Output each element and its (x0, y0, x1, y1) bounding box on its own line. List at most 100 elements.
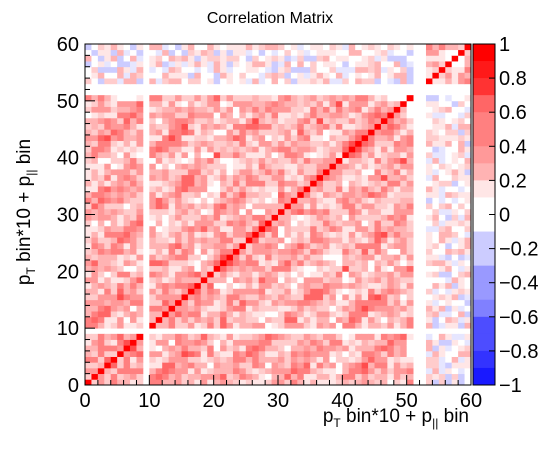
heatmap-cell (271, 61, 279, 68)
heatmap-cell (245, 117, 253, 124)
heatmap-cell (464, 242, 472, 249)
heatmap-cell (175, 356, 182, 363)
heatmap-cell (303, 66, 311, 73)
heatmap-cell (380, 191, 388, 198)
heatmap-cell (297, 271, 305, 278)
heatmap-cell (348, 373, 356, 380)
heatmap-cell (361, 44, 369, 51)
heatmap-cell (425, 271, 433, 278)
heatmap-cell (438, 151, 446, 159)
heatmap-cell (97, 339, 105, 346)
heatmap-cell (278, 225, 285, 232)
heatmap-cell (432, 265, 440, 272)
heatmap-cell (104, 203, 112, 210)
heatmap-cell (168, 169, 176, 176)
heatmap-cell (451, 350, 459, 357)
heatmap-cell (355, 157, 363, 164)
heatmap-cell (368, 55, 375, 62)
heatmap-cell (91, 367, 99, 375)
heatmap-cell (104, 117, 112, 124)
heatmap-cell (445, 129, 453, 136)
heatmap-cell (258, 197, 266, 204)
heatmap-cell (368, 282, 375, 289)
heatmap-cell (104, 146, 112, 153)
heatmap-cell (393, 191, 401, 198)
heatmap-cell (207, 333, 215, 340)
heatmap-cell (323, 316, 330, 323)
heatmap-cell (387, 169, 395, 176)
heatmap-cell (290, 208, 298, 215)
heatmap-cell (226, 379, 234, 386)
heatmap-cell (303, 220, 311, 227)
heatmap-cell (252, 248, 260, 255)
heatmap-cell (425, 288, 433, 295)
heatmap-cell (220, 322, 227, 329)
heatmap-cell (458, 305, 465, 312)
heatmap-cell (458, 311, 465, 318)
heatmap-cell (239, 203, 247, 210)
heatmap-cell (85, 339, 92, 346)
heatmap-cell (181, 271, 189, 278)
heatmap-cell (361, 157, 369, 164)
heatmap-cell (232, 254, 240, 261)
heatmap-cell (278, 242, 285, 249)
heatmap-cell (239, 231, 247, 238)
heatmap-cell (323, 379, 330, 386)
heatmap-cell (194, 129, 202, 136)
heatmap-cell (355, 146, 363, 153)
heatmap-cell (258, 191, 266, 198)
heatmap-cell (149, 140, 157, 147)
heatmap-cell (258, 186, 266, 193)
heatmap-cell (168, 367, 176, 375)
heatmap-cell (265, 350, 272, 357)
heatmap-cell (335, 231, 343, 238)
heatmap-cell (123, 322, 131, 329)
heatmap-cell (149, 169, 157, 176)
heatmap-cell (303, 106, 311, 113)
heatmap-cell (220, 254, 227, 261)
heatmap-cell (425, 242, 433, 249)
heatmap-cell (136, 356, 144, 363)
heatmap-cell (117, 169, 124, 176)
heatmap-cell (380, 106, 388, 113)
heatmap-cell (258, 203, 266, 210)
heatmap-cell (117, 208, 124, 215)
heatmap-cell (458, 208, 465, 215)
heatmap-cell (355, 305, 363, 312)
heatmap-cell (155, 140, 163, 147)
heatmap-cell (271, 277, 279, 284)
heatmap-cell (252, 379, 260, 386)
heatmap-cell (130, 356, 137, 363)
heatmap-cell (464, 44, 472, 51)
heatmap-cell (361, 49, 369, 56)
heatmap-cell (316, 174, 324, 181)
heatmap-cell (232, 163, 240, 170)
heatmap-cell (316, 191, 324, 198)
heatmap-cell (348, 151, 356, 159)
heatmap-cell (400, 140, 408, 147)
heatmap-cell (252, 373, 260, 380)
heatmap-cell (265, 231, 272, 238)
heatmap-cell (303, 78, 311, 85)
heatmap-cell (252, 203, 260, 210)
heatmap-cell (168, 186, 176, 193)
heatmap-cell (110, 316, 118, 323)
heatmap-cell (104, 208, 112, 215)
heatmap-cell (303, 112, 311, 119)
heatmap-cell (406, 373, 414, 380)
heatmap-cell (380, 322, 388, 329)
heatmap-cell (85, 373, 92, 380)
heatmap-cell (91, 350, 99, 357)
heatmap-cell (432, 294, 440, 301)
heatmap-cell (245, 367, 253, 375)
heatmap-cell (335, 117, 343, 124)
heatmap-cell (278, 339, 285, 346)
heatmap-cell (361, 277, 369, 284)
heatmap-cell (278, 157, 285, 164)
heatmap-cell (168, 72, 176, 79)
heatmap-cell (361, 106, 369, 113)
heatmap-cell (445, 248, 453, 255)
heatmap-cell (162, 367, 170, 375)
heatmap-cell (464, 271, 472, 278)
heatmap-cell (123, 146, 131, 153)
